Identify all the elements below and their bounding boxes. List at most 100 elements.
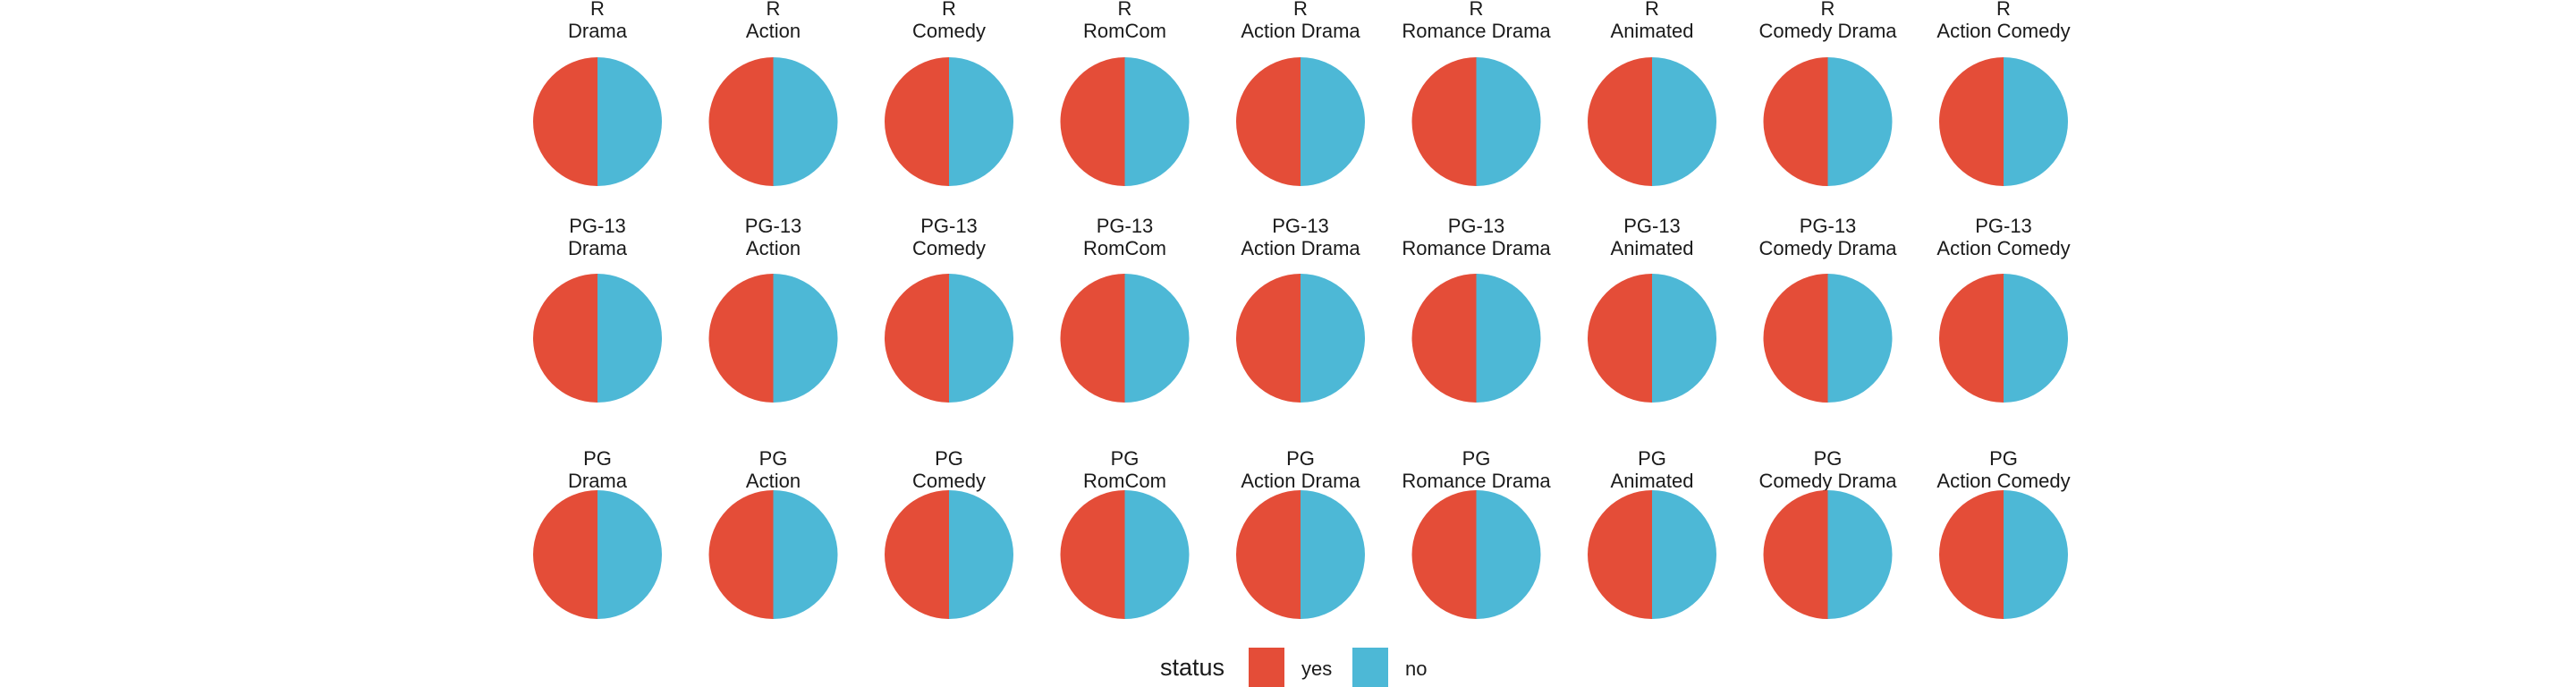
pie-slice-yes bbox=[885, 274, 949, 403]
strip-label-genre: Comedy bbox=[912, 470, 986, 492]
strip-label-genre: Action bbox=[746, 470, 801, 492]
pie-slice-no bbox=[773, 490, 838, 619]
pie-slice-no bbox=[949, 274, 1013, 403]
strip-label-rating: PG bbox=[1814, 447, 1843, 470]
strip-label-rating: PG-13 bbox=[1800, 215, 1857, 237]
strip-label-rating: PG-13 bbox=[920, 215, 978, 237]
pie-slice-no bbox=[949, 57, 1013, 186]
strip-label-genre: Comedy Drama bbox=[1758, 20, 1897, 42]
strip-label-rating: PG bbox=[1286, 447, 1315, 470]
strip-label-rating: R bbox=[1470, 0, 1484, 20]
strip-label-genre: RomCom bbox=[1083, 470, 1166, 492]
pie-slice-yes bbox=[1060, 274, 1125, 403]
pie-slice-yes bbox=[1939, 57, 2004, 186]
strip-label-rating: PG bbox=[1638, 447, 1666, 470]
pie-slice-yes bbox=[533, 57, 597, 186]
pie-slice-no bbox=[1652, 490, 1716, 619]
pie-slice-no bbox=[597, 274, 662, 403]
pie-slice-no bbox=[1476, 490, 1541, 619]
strip-label-rating: R bbox=[1821, 0, 1835, 20]
strip-label-rating: R bbox=[942, 0, 956, 20]
strip-label-genre: Romance Drama bbox=[1402, 237, 1551, 259]
strip-label-rating: R bbox=[1118, 0, 1132, 20]
pie-slice-no bbox=[1124, 57, 1190, 186]
pie-slice-no bbox=[1827, 274, 1893, 403]
strip-label-genre: Action bbox=[746, 237, 801, 259]
pie-slice-yes bbox=[1763, 274, 1828, 403]
pie-slice-yes bbox=[1411, 57, 1477, 186]
strip-label-genre: Romance Drama bbox=[1402, 20, 1551, 42]
strip-label-rating: PG bbox=[935, 447, 963, 470]
strip-label-rating: PG bbox=[583, 447, 612, 470]
strip-label-genre: Action Drama bbox=[1241, 20, 1360, 42]
strip-label-rating: PG bbox=[1989, 447, 2018, 470]
strip-label-genre: Action Comedy bbox=[1936, 470, 2070, 492]
pie-slice-no bbox=[2004, 490, 2068, 619]
strip-label-genre: Animated bbox=[1611, 20, 1694, 42]
pie-slice-yes bbox=[1060, 57, 1125, 186]
pie-slice-no bbox=[2004, 274, 2068, 403]
pie-slice-yes bbox=[1411, 490, 1477, 619]
pie-slice-yes bbox=[1060, 490, 1125, 619]
strip-label-genre: Comedy bbox=[912, 20, 986, 42]
pie-slice-yes bbox=[1588, 57, 1652, 186]
strip-label-genre: Romance Drama bbox=[1402, 470, 1551, 492]
strip-label-rating: R bbox=[1645, 0, 1659, 20]
strip-label-genre: Drama bbox=[568, 237, 628, 259]
pie-slice-no bbox=[1301, 57, 1365, 186]
legend-title: status bbox=[1160, 654, 1224, 681]
pie-slice-no bbox=[773, 57, 838, 186]
pie-slice-yes bbox=[885, 490, 949, 619]
strip-label-rating: PG-13 bbox=[1272, 215, 1329, 237]
strip-label-rating: PG-13 bbox=[1448, 215, 1505, 237]
pie-slice-yes bbox=[1939, 274, 2004, 403]
strip-label-rating: PG-13 bbox=[1097, 215, 1154, 237]
strip-label-rating: PG bbox=[1111, 447, 1140, 470]
pie-slice-yes bbox=[1763, 490, 1828, 619]
pie-slice-no bbox=[2004, 57, 2068, 186]
strip-label-rating: PG-13 bbox=[1623, 215, 1681, 237]
pie-slice-no bbox=[1301, 274, 1365, 403]
pie-slice-no bbox=[949, 490, 1013, 619]
strip-label-rating: PG bbox=[1462, 447, 1491, 470]
pie-slice-no bbox=[597, 490, 662, 619]
pie-slice-no bbox=[1124, 490, 1190, 619]
strip-label-rating: R bbox=[767, 0, 781, 20]
strip-label-genre: Action Drama bbox=[1241, 237, 1360, 259]
pie-slice-yes bbox=[533, 490, 597, 619]
pie-slice-no bbox=[1301, 490, 1365, 619]
pie-slice-no bbox=[1652, 57, 1716, 186]
pie-slice-yes bbox=[1236, 57, 1301, 186]
legend-swatch-yes bbox=[1249, 648, 1284, 687]
pie-slice-yes bbox=[1763, 57, 1828, 186]
strip-label-genre: Drama bbox=[568, 20, 628, 42]
legend: status yes no bbox=[1160, 648, 1427, 687]
pie-slice-no bbox=[1652, 274, 1716, 403]
strip-label-rating: R bbox=[1293, 0, 1308, 20]
strip-label-genre: Comedy Drama bbox=[1758, 237, 1897, 259]
pie-slice-yes bbox=[885, 57, 949, 186]
strip-label-rating: PG-13 bbox=[569, 215, 626, 237]
pie-slice-yes bbox=[1236, 490, 1301, 619]
pie-slice-no bbox=[1124, 274, 1190, 403]
strip-label-rating: PG-13 bbox=[1975, 215, 2032, 237]
